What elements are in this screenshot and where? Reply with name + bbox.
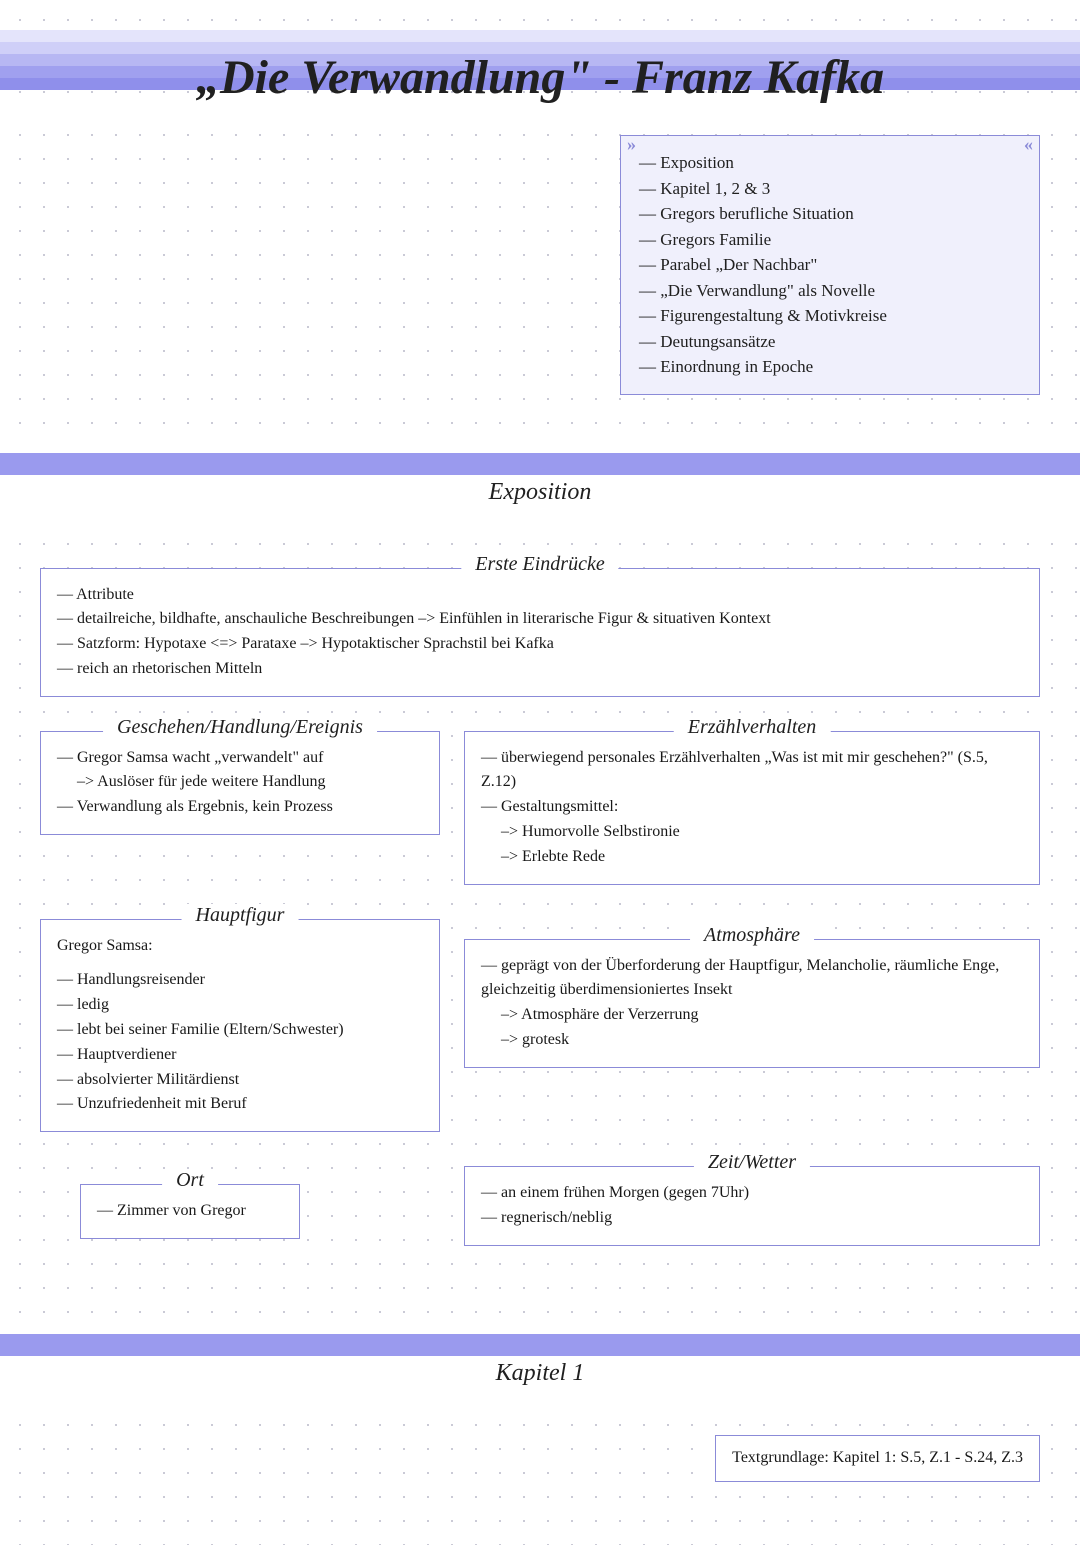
toc-item: — Deutungsansätze <box>639 329 1021 355</box>
text-line: — Unzufriedenheit mit Beruf <box>57 1092 423 1117</box>
text-line: –> Atmosphäre der Verzerrung <box>481 1003 1023 1028</box>
text-line: — reich an rhetorischen Mitteln <box>57 657 1023 682</box>
textgrundlage: Textgrundlage: Kapitel 1: S.5, Z.1 - S.2… <box>732 1449 1023 1466</box>
box-erste-eindruecke: Erste Eindrücke — Attribute— detailreich… <box>40 568 1040 697</box>
text-line: — Gregor Samsa wacht „verwandelt" auf <box>57 746 423 771</box>
text-line: — ledig <box>57 993 423 1018</box>
toc-item: — Gregors Familie <box>639 227 1021 253</box>
header: „Die Verwandlung" - Franz Kafka <box>0 0 1080 115</box>
hauptfigur-intro: Gregor Samsa: <box>57 934 423 959</box>
section-title-exposition: Exposition <box>0 479 1080 506</box>
box-ort: Ort — Zimmer von Gregor <box>80 1184 300 1239</box>
box-geschehen: Geschehen/Handlung/Ereignis — Gregor Sam… <box>40 731 440 835</box>
box-title: Atmosphäre <box>690 924 814 947</box>
box-zeit: Zeit/Wetter — an einem frühen Morgen (ge… <box>464 1166 1040 1246</box>
text-line: — Handlungsreisender <box>57 968 423 993</box>
page-title: „Die Verwandlung" - Franz Kafka <box>0 30 1080 115</box>
toc-item: — Einordnung in Epoche <box>639 354 1021 380</box>
text-line: — Satzform: Hypotaxe <=> Parataxe –> Hyp… <box>57 632 1023 657</box>
text-line: — geprägt von der Überforderung der Haup… <box>481 954 1023 1004</box>
toc-item: — Gregors berufliche Situation <box>639 201 1021 227</box>
text-line: –> Auslöser für jede weitere Handlung <box>57 770 423 795</box>
toc-item: — Figurengestaltung & Motivkreise <box>639 303 1021 329</box>
ort-line: — Zimmer von Gregor <box>97 1199 283 1224</box>
box-title: Geschehen/Handlung/Ereignis <box>103 716 377 739</box>
text-line: — überwiegend personales Erzählverhalten… <box>481 746 1023 796</box>
section-band-exposition <box>0 453 1080 475</box>
text-line: — an einem frühen Morgen (gegen 7Uhr) <box>481 1181 1023 1206</box>
text-line: — Verwandlung als Ergebnis, kein Prozess <box>57 795 423 820</box>
section-title-kapitel1: Kapitel 1 <box>0 1360 1080 1387</box>
toc-item: — Kapitel 1, 2 & 3 <box>639 176 1021 202</box>
text-line: — lebt bei seiner Familie (Eltern/Schwes… <box>57 1018 423 1043</box>
text-line: — regnerisch/neblig <box>481 1206 1023 1231</box>
toc-item: — „Die Verwandlung" als Novelle <box>639 278 1021 304</box>
box-title: Zeit/Wetter <box>694 1151 810 1174</box>
box-title: Hauptfigur <box>182 904 299 927</box>
text-line: — absolvierter Militärdienst <box>57 1068 423 1093</box>
text-line: — detailreiche, bildhafte, anschauliche … <box>57 607 1023 632</box>
box-hauptfigur: Hauptfigur Gregor Samsa: — Handlungsreis… <box>40 919 440 1133</box>
toc-box: — Exposition— Kapitel 1, 2 & 3— Gregors … <box>620 135 1040 395</box>
box-erzaehlverhalten: Erzählverhalten — überwiegend personales… <box>464 731 1040 885</box>
text-line: –> Humorvolle Selbstironie <box>481 820 1023 845</box>
text-line: –> grotesk <box>481 1028 1023 1053</box>
text-line: — Hauptverdiener <box>57 1043 423 1068</box>
box-textgrundlage: Textgrundlage: Kapitel 1: S.5, Z.1 - S.2… <box>715 1435 1040 1482</box>
content-area: — Exposition— Kapitel 1, 2 & 3— Gregors … <box>0 115 1080 435</box>
text-line: — Attribute <box>57 583 1023 608</box>
section-band-kapitel1 <box>0 1334 1080 1356</box>
toc-item: — Exposition <box>639 150 1021 176</box>
box-title: Erste Eindrücke <box>461 553 618 576</box>
box-title: Ort <box>162 1169 218 1192</box>
box-title: Erzählverhalten <box>674 716 831 739</box>
toc-item: — Parabel „Der Nachbar" <box>639 252 1021 278</box>
text-line: — Gestaltungsmittel: <box>481 795 1023 820</box>
text-line: –> Erlebte Rede <box>481 845 1023 870</box>
box-atmosphaere: Atmosphäre — geprägt von der Überforderu… <box>464 939 1040 1068</box>
